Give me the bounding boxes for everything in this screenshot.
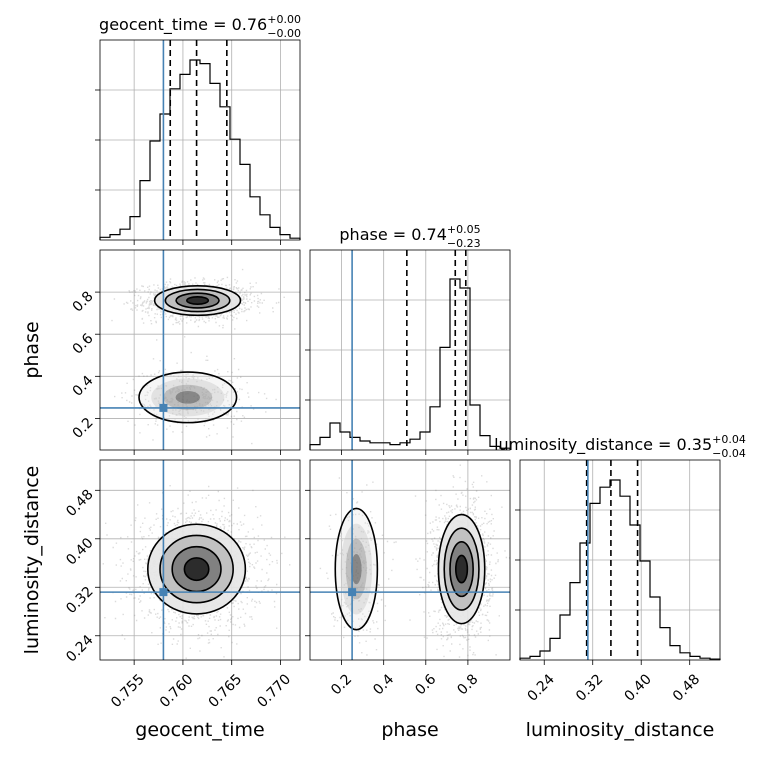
title-main: luminosity_distance = 0.35 [494, 435, 712, 455]
title-geocent_time: geocent_time = 0.76+0.00 −0.00 [99, 13, 301, 40]
hist-panel-phase: phase = 0.74+0.05 −0.23 [305, 223, 511, 455]
y-axis-label-phase: phase [21, 321, 43, 378]
contour-line-3 [186, 296, 210, 306]
hist-steps-luminosity_distance [519, 479, 721, 660]
x-tick-label-phase-0: 0.2 [328, 671, 355, 698]
contour-line-0 [138, 371, 238, 424]
contour-line-3 [183, 557, 210, 582]
axes-frame [99, 249, 301, 451]
x-tick-label-geocent_time-1: 0.760 [157, 671, 197, 711]
contour-line-1 [443, 527, 480, 611]
density-level-3 [455, 555, 468, 583]
hist-steps-phase [309, 278, 511, 450]
title-sup: +0.04 [712, 433, 746, 446]
density-level-3 [351, 553, 362, 585]
x-tick-label-geocent_time-2: 0.765 [206, 671, 246, 711]
title-main: phase = 0.74 [339, 225, 446, 244]
contour-line-0 [153, 284, 242, 317]
y-tick-label-luminosity_distance-1: 0.32 [63, 584, 96, 617]
x-tick-label-geocent_time-3: 0.770 [254, 671, 294, 711]
y-tick-label-luminosity_distance-0: 0.24 [63, 632, 96, 665]
axes-frame [309, 249, 511, 451]
x-tick-label-geocent_time-0: 0.755 [108, 671, 148, 711]
x-tick-label-phase-3: 0.8 [454, 671, 481, 698]
x-tick-label-luminosity_distance-2: 0.40 [621, 671, 654, 704]
title-sub: −0.23 [447, 237, 481, 250]
panel-marks [100, 485, 291, 660]
panel-2d-geocent_time-phase: 0.2 0.4 0.6 0.8 [70, 249, 301, 455]
x-tick-label-luminosity_distance-3: 0.48 [670, 671, 703, 704]
x-axis-label-luminosity_distance: luminosity_distance [526, 719, 715, 741]
panel-marks [319, 464, 510, 660]
panel-marks [111, 268, 285, 445]
contour-line-0 [147, 523, 247, 615]
axes-frame [309, 459, 511, 661]
hist-panel-luminosity_distance: 0.24 0.32 0.40 0.48 luminosity_distance = 0.… [494, 433, 746, 705]
density-level-3 [184, 557, 209, 581]
density-level-3 [175, 391, 200, 404]
y-tick-label-phase-3: 0.8 [70, 288, 97, 315]
x-axis-label-geocent_time: geocent_time [135, 719, 264, 741]
hist-steps-geocent_time [99, 59, 301, 240]
contour-line-2 [449, 541, 474, 598]
panel-2d-geocent_time-luminosity_distance: 0.755 0.760 0.765 0.770 0.24 0.32 0.40 0.48 [63, 459, 301, 711]
y-tick-label-phase-1: 0.4 [70, 373, 97, 400]
contour-line-0 [437, 513, 486, 625]
title-sup: +0.00 [267, 13, 301, 26]
density-level-3 [186, 296, 209, 305]
axes-frame [519, 459, 721, 661]
title-sup: +0.05 [447, 223, 481, 236]
truth-marker [159, 588, 168, 597]
title-phase: phase = 0.74+0.05 −0.23 [339, 223, 480, 250]
x-tick-label-luminosity_distance-0: 0.24 [524, 671, 557, 704]
truth-marker [159, 403, 168, 412]
y-tick-label-luminosity_distance-3: 0.48 [63, 487, 96, 520]
x-tick-label-phase-1: 0.4 [370, 671, 397, 698]
hist-panel-geocent_time: geocent_time = 0.76+0.00 −0.00 [95, 13, 301, 245]
y-tick-label-phase-0: 0.2 [70, 415, 97, 442]
scatter-samples [319, 477, 397, 656]
axes-frame [99, 39, 301, 241]
contour-line-1 [159, 534, 234, 604]
x-axis-label-phase: phase [381, 719, 438, 741]
y-axis-label-luminosity_distance: luminosity_distance [21, 466, 43, 655]
density-level-2 [345, 538, 367, 600]
truth-marker [348, 588, 357, 597]
density-level-0 [335, 508, 378, 630]
title-luminosity_distance: luminosity_distance = 0.35+0.04 −0.04 [494, 433, 746, 460]
density-level-2 [163, 384, 213, 410]
title-main: geocent_time = 0.76 [99, 15, 267, 35]
contour-line-1 [164, 288, 231, 313]
y-tick-label-phase-2: 0.6 [70, 330, 97, 357]
x-tick-label-phase-2: 0.6 [412, 671, 439, 698]
contour-line-2 [175, 292, 220, 309]
panel-2d-phase-luminosity_distance: 0.2 0.4 0.6 0.8 [305, 459, 511, 698]
title-sub: −0.00 [267, 27, 301, 40]
scatter-samples [409, 464, 510, 660]
contour-line-0 [334, 507, 379, 631]
density-level-1 [151, 378, 225, 417]
x-tick-label-luminosity_distance-1: 0.32 [573, 671, 606, 704]
y-tick-label-luminosity_distance-2: 0.40 [63, 535, 96, 568]
title-sub: −0.04 [712, 447, 746, 460]
contour-line-3 [454, 554, 469, 584]
axes-frame [99, 459, 301, 661]
